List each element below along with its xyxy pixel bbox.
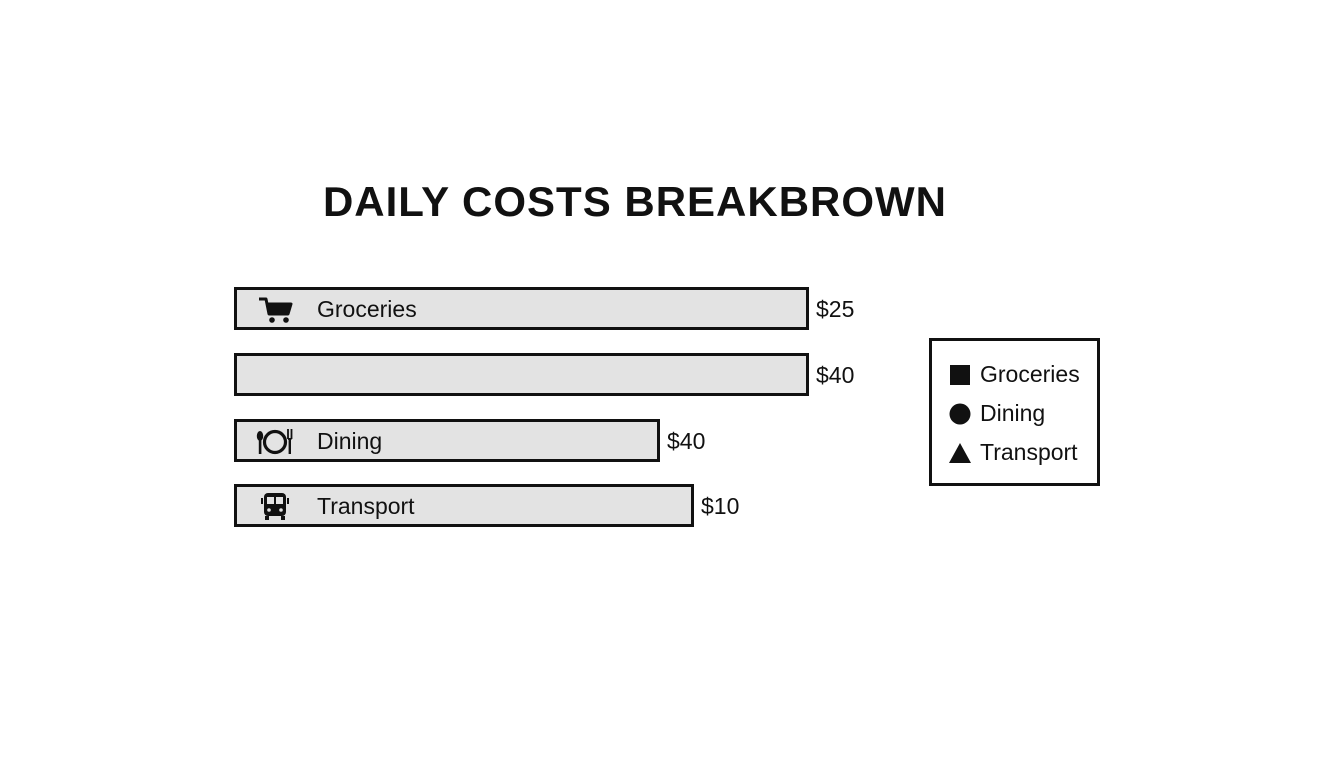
bar-unlabeled [234,353,809,396]
legend-item-groceries: Groceries [948,355,1097,394]
chart-title: DAILY COSTS BREAKBROWN [322,178,948,225]
legend-item-dining: Dining [948,394,1097,433]
bus-icon [261,493,289,520]
bar-value-label: $40 [816,362,855,388]
bar-label: Dining [317,428,383,454]
bar-dining: Dining [234,419,660,462]
square-icon [950,364,970,385]
legend-label: Groceries [980,361,1080,387]
bar-label: Transport [317,493,415,519]
legend: Groceries Dining Transport [929,338,1100,486]
circle-icon [949,403,971,424]
legend-label: Transport [980,439,1078,465]
bar-transport: Transport [234,484,694,527]
legend-item-transport: Transport [948,433,1097,472]
bar-value-label: $25 [816,296,855,322]
legend-label: Dining [980,400,1046,426]
triangle-icon [949,442,971,463]
bar-label: Groceries [317,296,417,322]
shopping-cart-icon [259,297,293,323]
bar-value-label: $10 [701,493,740,519]
bar-value-label: $40 [667,428,706,454]
bar-groceries: Groceries [234,287,809,330]
plate-fork-knife-icon [256,429,293,455]
